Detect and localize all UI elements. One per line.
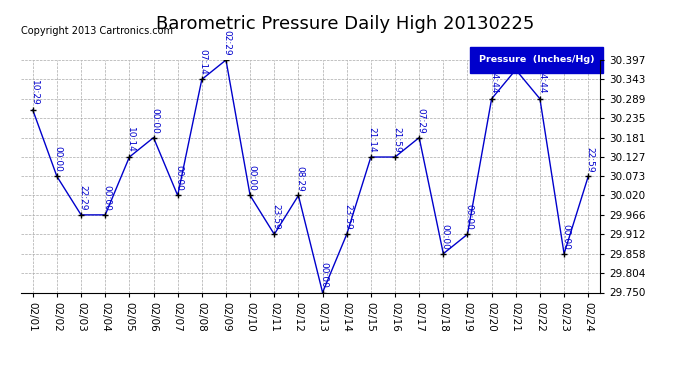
Text: 23:59: 23:59 — [271, 204, 280, 230]
Text: 10:29: 10:29 — [30, 80, 39, 106]
Text: 08:29: 08:29 — [295, 165, 304, 191]
Text: 00:00: 00:00 — [54, 146, 63, 172]
Text: 02:29: 02:29 — [223, 30, 232, 56]
Text: 05:.: 05:. — [513, 48, 522, 66]
Text: Barometric Pressure Daily High 20130225: Barometric Pressure Daily High 20130225 — [156, 15, 534, 33]
Text: 07:29: 07:29 — [416, 108, 425, 134]
Text: 00:00: 00:00 — [440, 224, 449, 249]
Text: 00:00: 00:00 — [464, 204, 473, 230]
Text: 23:59: 23:59 — [344, 204, 353, 230]
Text: 22:29: 22:29 — [78, 185, 87, 211]
Text: 22:59: 22:59 — [585, 147, 594, 172]
FancyBboxPatch shape — [470, 47, 603, 73]
Text: 14:44: 14:44 — [537, 69, 546, 94]
Text: 00:00: 00:00 — [175, 165, 184, 191]
Text: 00:00: 00:00 — [247, 165, 256, 191]
Text: 00:00: 00:00 — [319, 262, 328, 288]
Text: 21:59: 21:59 — [392, 127, 401, 153]
Text: Copyright 2013 Cartronics.com: Copyright 2013 Cartronics.com — [21, 26, 172, 36]
Text: 07:14: 07:14 — [199, 50, 208, 75]
Text: 00:00: 00:00 — [150, 108, 159, 134]
Text: 21:14: 21:14 — [368, 127, 377, 153]
Text: 00:00: 00:00 — [561, 224, 570, 249]
Text: Pressure  (Inches/Hg): Pressure (Inches/Hg) — [479, 56, 594, 64]
Text: 00:00: 00:00 — [102, 185, 111, 211]
Text: 10:14: 10:14 — [126, 127, 135, 153]
Text: 14:44: 14:44 — [489, 69, 497, 94]
